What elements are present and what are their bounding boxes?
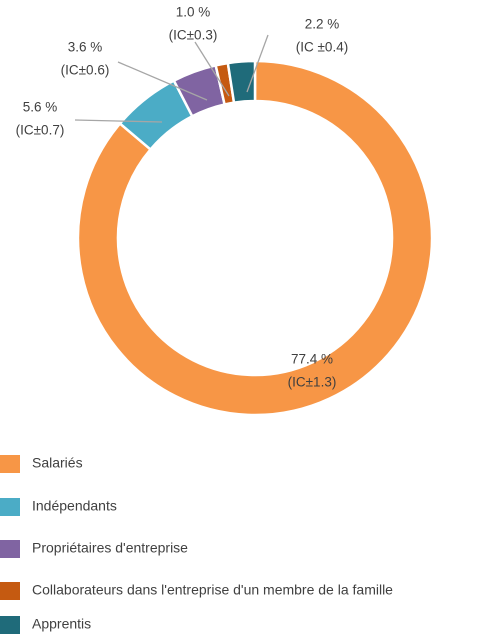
data-label: 2.2 % xyxy=(305,17,340,32)
legend-label: Propriétaires d'entreprise xyxy=(32,540,188,556)
legend-label: Collaborateurs dans l'entreprise d'un me… xyxy=(32,582,393,598)
legend-swatch xyxy=(0,616,20,634)
ci-label: (IC ±0.4) xyxy=(296,40,348,55)
legend-swatch xyxy=(0,455,20,473)
legend-label: Indépendants xyxy=(32,498,117,514)
ci-label: (IC±0.6) xyxy=(61,63,110,78)
legend-label: Apprentis xyxy=(32,616,91,632)
leader-line xyxy=(246,34,269,93)
data-label: 77.4 % xyxy=(291,352,333,367)
donut-slice xyxy=(76,59,434,417)
legend-swatch xyxy=(0,498,20,516)
leader-line xyxy=(117,61,208,101)
donut-slice xyxy=(226,59,257,105)
data-label: 1.0 % xyxy=(176,5,211,20)
data-label: 5.6 % xyxy=(23,100,58,115)
ci-label: (IC±0.7) xyxy=(16,123,65,138)
legend-label: Salariés xyxy=(32,455,83,471)
leader-line xyxy=(194,41,230,97)
ci-label: (IC±1.3) xyxy=(288,375,337,390)
ci-label: (IC±0.3) xyxy=(169,28,218,43)
legend-swatch xyxy=(0,540,20,558)
leader-line xyxy=(74,119,163,123)
data-label: 3.6 % xyxy=(68,40,103,55)
legend-swatch xyxy=(0,582,20,600)
